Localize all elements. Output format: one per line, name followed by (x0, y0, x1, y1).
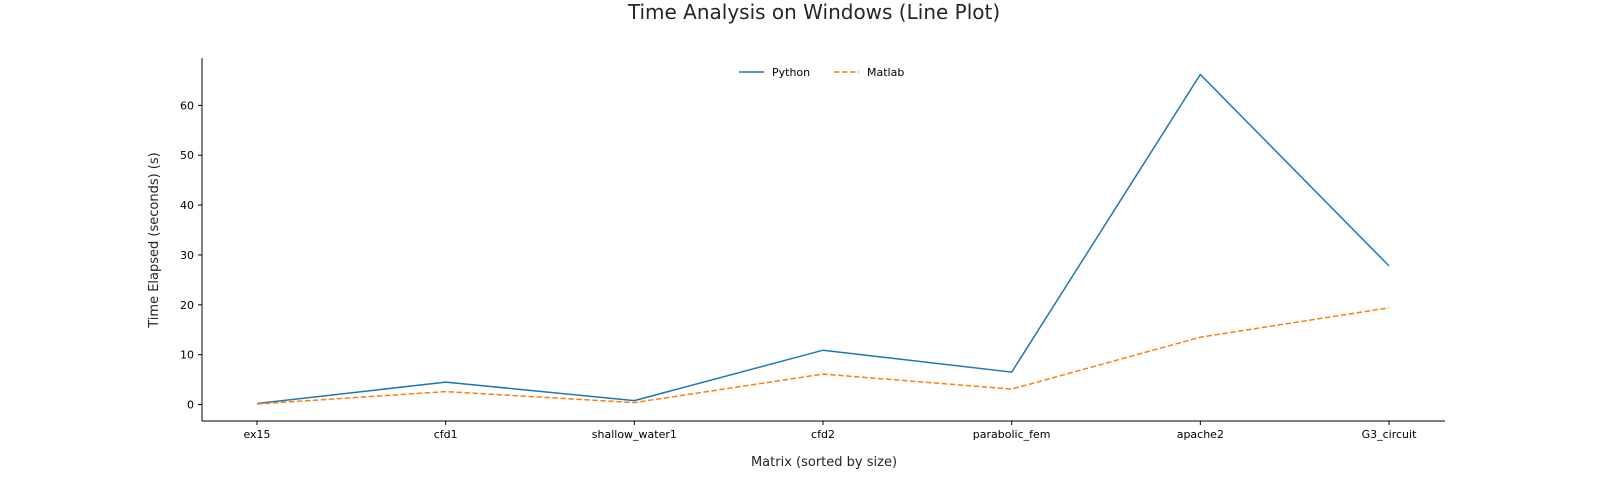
y-tick-label: 30 (180, 249, 194, 262)
x-tick-label: cfd2 (811, 428, 835, 441)
y-tick-label: 40 (180, 199, 194, 212)
series-line-matlab (256, 307, 1390, 405)
x-tick-label: apache2 (1177, 428, 1224, 441)
y-tick-label: 50 (180, 149, 194, 162)
x-tick-label: cfd1 (434, 428, 458, 441)
y-tick-label: 20 (180, 299, 194, 312)
series-lines (256, 73, 1390, 405)
y-axis-label: Time Elapsed (seconds) (s) (147, 152, 162, 328)
x-tick-label: ex15 (243, 428, 270, 441)
y-tick-label: 0 (187, 399, 194, 412)
x-axis-label: Matrix (sorted by size) (751, 455, 897, 470)
x-tick-label: shallow_water1 (592, 428, 677, 441)
y-tick-label: 10 (180, 349, 194, 362)
series-line-python (256, 73, 1390, 405)
axes: 0 10 20 30 40 50 60 ex15 cfd1 shallow_water1 cfd2 p… (180, 58, 1445, 441)
x-tick-label: parabolic_fem (973, 428, 1051, 441)
chart-title: Time Analysis on Windows (Line Plot) (627, 0, 1000, 24)
y-tick-label: 60 (180, 99, 194, 112)
legend: Python Matlab (739, 66, 904, 79)
legend-label-python: Python (772, 66, 810, 79)
x-tick-label: G3_circuit (1362, 428, 1417, 441)
legend-label-matlab: Matlab (867, 66, 904, 79)
